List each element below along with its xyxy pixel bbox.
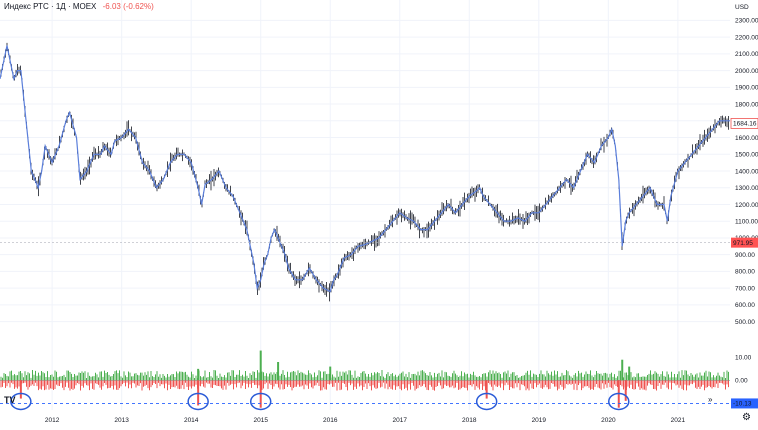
y-tick-label: 1800.00	[735, 101, 758, 108]
y-tick-label: 700.00	[735, 285, 755, 292]
tradingview-logo[interactable]: TV	[4, 395, 16, 405]
indicator-y-tick-label: 0.00	[735, 378, 748, 385]
last-price-badge: 1684.16	[733, 121, 757, 128]
indicator-y-tick-label: 10.00	[735, 355, 752, 362]
y-tick-label: 2100.00	[735, 51, 758, 58]
x-tick-label: 2012	[45, 417, 60, 424]
event-circle	[475, 392, 498, 411]
y-tick-label: 1400.00	[735, 168, 758, 175]
indicator-pane	[0, 350, 730, 408]
y-tick-label: 1300.00	[735, 185, 758, 192]
x-tick-label: 2015	[253, 417, 268, 424]
x-tick-label: 2017	[393, 417, 408, 424]
x-tick-label: 2013	[114, 417, 129, 424]
reference-price-badge-bg	[731, 237, 758, 248]
event-circle	[608, 392, 630, 411]
x-tick-label: 2020	[601, 417, 616, 424]
y-tick-label: 1500.00	[735, 152, 758, 159]
y-tick-label: 2300.00	[735, 18, 758, 25]
y-tick-label: 1200.00	[735, 202, 758, 209]
y-tick-label: 800.00	[735, 269, 755, 276]
indicator-value-badge: -10.13	[733, 401, 752, 408]
event-circle	[10, 392, 32, 411]
x-tick-label: 2019	[532, 417, 547, 424]
scroll-to-latest-button[interactable]: »	[708, 395, 713, 404]
x-tick-label: 2016	[323, 417, 338, 424]
legend: Индекс РТС · 1Д · MOEX -6.03 (-0.62%)	[4, 2, 154, 11]
x-tick-label: 2014	[184, 417, 199, 424]
currency-label: USD	[735, 4, 749, 11]
event-circle	[187, 392, 209, 411]
x-tick-label: 2018	[462, 417, 477, 424]
y-tick-label: 1100.00	[735, 219, 758, 226]
y-tick-label: 900.00	[735, 252, 755, 259]
axes: USD 2300.00 2200.00 2100.00 2000.00 1900.00 18…	[45, 4, 758, 424]
event-circle	[249, 392, 272, 411]
y-tick-label: 2200.00	[735, 34, 758, 41]
last-price-badge-border	[730, 118, 758, 129]
grid-lines	[0, 0, 730, 410]
overlays	[0, 242, 730, 411]
candles	[0, 42, 729, 302]
reference-price-badge: 971.95	[733, 240, 753, 247]
x-tick-label: 2021	[671, 417, 686, 424]
y-tick-label: 2000.00	[735, 68, 758, 75]
y-tick-label: 1900.00	[735, 85, 758, 92]
legend-change: -6.03 (-0.62%)	[102, 2, 154, 11]
moving-average	[0, 45, 730, 293]
indicator-value-badge-bg	[731, 398, 758, 409]
y-tick-label: 500.00	[735, 319, 755, 326]
gear-icon[interactable]: ⚙	[742, 412, 751, 423]
moving-average-line	[0, 45, 730, 293]
y-tick-label: 1600.00	[735, 135, 758, 142]
last-price-badge-bg	[731, 118, 758, 129]
y-tick-label: 600.00	[735, 302, 755, 309]
legend-title: Индекс РТС · 1Д · MOEX	[4, 2, 97, 11]
